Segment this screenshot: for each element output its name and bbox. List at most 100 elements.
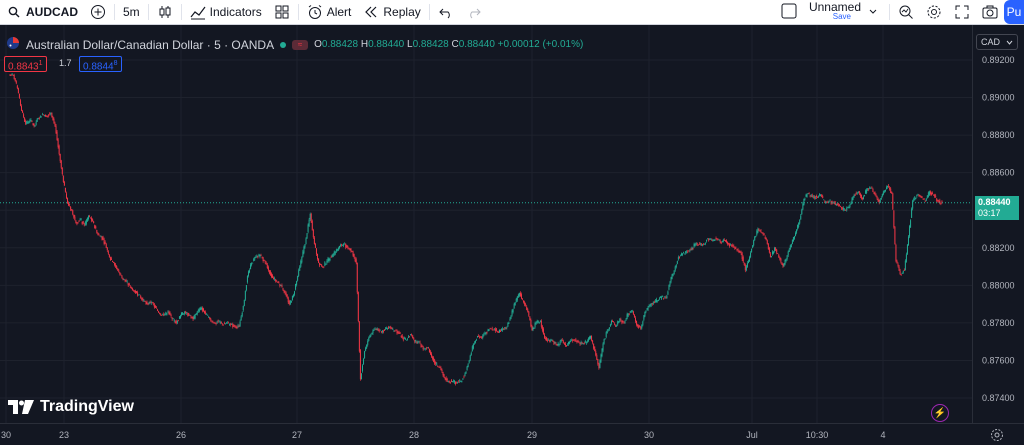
candle-body (166, 314, 168, 315)
undo-button[interactable] (432, 0, 460, 24)
candle-body (364, 351, 366, 359)
candle-body (112, 260, 114, 262)
candle-body (686, 251, 688, 253)
candle-body (754, 236, 756, 241)
publish-button[interactable]: Pu (1004, 0, 1024, 24)
low-key: L (407, 39, 413, 50)
layout-name-button[interactable]: Unnamed Save (803, 0, 887, 24)
candle-body (19, 100, 21, 106)
candle-body (711, 240, 713, 242)
time-tick-label: 23 (59, 430, 69, 440)
price-chart[interactable]: 0.892000.890000.888000.886000.884000.882… (0, 25, 1024, 445)
candle-body (105, 244, 107, 248)
candle-body (541, 326, 543, 331)
candle-body (653, 302, 655, 304)
layout-select-checkbox[interactable] (775, 0, 803, 24)
candle-body (586, 340, 588, 342)
price-axis[interactable]: 0.892000.890000.888000.886000.884000.882… (982, 55, 1015, 403)
candle-body (689, 250, 691, 252)
candle-body (49, 113, 51, 115)
candle-body (158, 311, 160, 313)
indicators-button[interactable]: Indicators (184, 0, 268, 24)
candle-body (396, 330, 398, 334)
candle-body (714, 239, 716, 241)
symbol-search[interactable]: AUDCAD (0, 0, 84, 24)
candle-body (820, 195, 822, 196)
candle-body (801, 209, 803, 215)
bolt-icon[interactable]: ⚡ (931, 404, 949, 422)
candle-body (392, 329, 394, 330)
candle-body (117, 268, 119, 271)
alert-button[interactable]: Alert (301, 0, 358, 24)
candle-body (805, 195, 807, 197)
compare-button[interactable] (84, 0, 112, 24)
candle-body (455, 381, 457, 385)
candle-body (183, 313, 185, 315)
candle-body (526, 306, 528, 310)
candle-body (91, 217, 93, 221)
symbol-title[interactable]: Australian Dollar/Canadian Dollar · 5 · … (26, 37, 275, 52)
candle-body (744, 265, 746, 271)
candle-body (369, 335, 371, 338)
candle-body (322, 266, 324, 268)
candle-body (141, 297, 143, 300)
candle-body (10, 75, 12, 76)
candle-body (247, 271, 249, 276)
candle-body (776, 249, 778, 253)
candle-body (532, 327, 534, 331)
currency-select[interactable]: CAD (976, 34, 1018, 50)
fullscreen-button[interactable] (948, 0, 976, 24)
time-axis[interactable]: 30 23 26 27 28 29 30 Jul 10:30 4 (1, 430, 886, 440)
quick-search-button[interactable] (892, 0, 920, 24)
candle-body (514, 302, 516, 306)
candle-body (675, 265, 677, 267)
tradingview-logo[interactable]: TradingView (8, 398, 134, 416)
candle-body (938, 200, 940, 203)
candle-body (222, 324, 224, 326)
candle-body (570, 341, 572, 342)
price-tick-label: 0.88600 (982, 168, 1015, 178)
replay-button[interactable]: Replay (357, 0, 426, 24)
candle-body (879, 199, 881, 203)
candle-body (9, 75, 11, 76)
candle-body (855, 193, 857, 195)
candle-body (46, 115, 48, 117)
candle-body (628, 313, 630, 315)
candle-body (257, 256, 259, 258)
candle-body (377, 328, 379, 331)
candle-body (37, 118, 39, 120)
buy-button[interactable]: 0.88448 (79, 56, 122, 72)
save-label: Save (832, 12, 851, 21)
candle-body (238, 325, 240, 327)
candle-body (162, 314, 164, 316)
candle-body (572, 339, 574, 341)
candle-body (124, 279, 126, 281)
candle-body (197, 309, 199, 312)
candle-body (860, 194, 862, 199)
interval-button[interactable]: 5m (117, 0, 146, 24)
candle-body (566, 343, 568, 345)
candle-body (911, 208, 913, 218)
candle-body (237, 325, 239, 327)
candle-body (865, 190, 867, 194)
layouts-button[interactable] (268, 0, 296, 24)
axis-settings-icon[interactable] (990, 428, 1004, 442)
candle-body (13, 75, 15, 80)
candle-body (99, 235, 101, 237)
candle-body (829, 200, 831, 202)
snapshot-button[interactable] (976, 0, 1004, 24)
settings-button[interactable] (920, 0, 948, 24)
candle-body (446, 378, 448, 381)
redo-button[interactable] (460, 0, 488, 24)
candle-body (351, 251, 353, 253)
buy-price: 0.8844 (83, 61, 114, 73)
candle-body (204, 310, 206, 313)
candle-body (397, 331, 399, 333)
sell-button[interactable]: 0.88431 (4, 56, 47, 72)
candle-body (81, 221, 83, 224)
chart-type-button[interactable] (151, 0, 179, 24)
candle-body (100, 236, 102, 238)
candle-body (114, 262, 116, 265)
candle-body (82, 221, 84, 224)
visibility-toggle-icon[interactable]: ≈ (292, 39, 309, 50)
